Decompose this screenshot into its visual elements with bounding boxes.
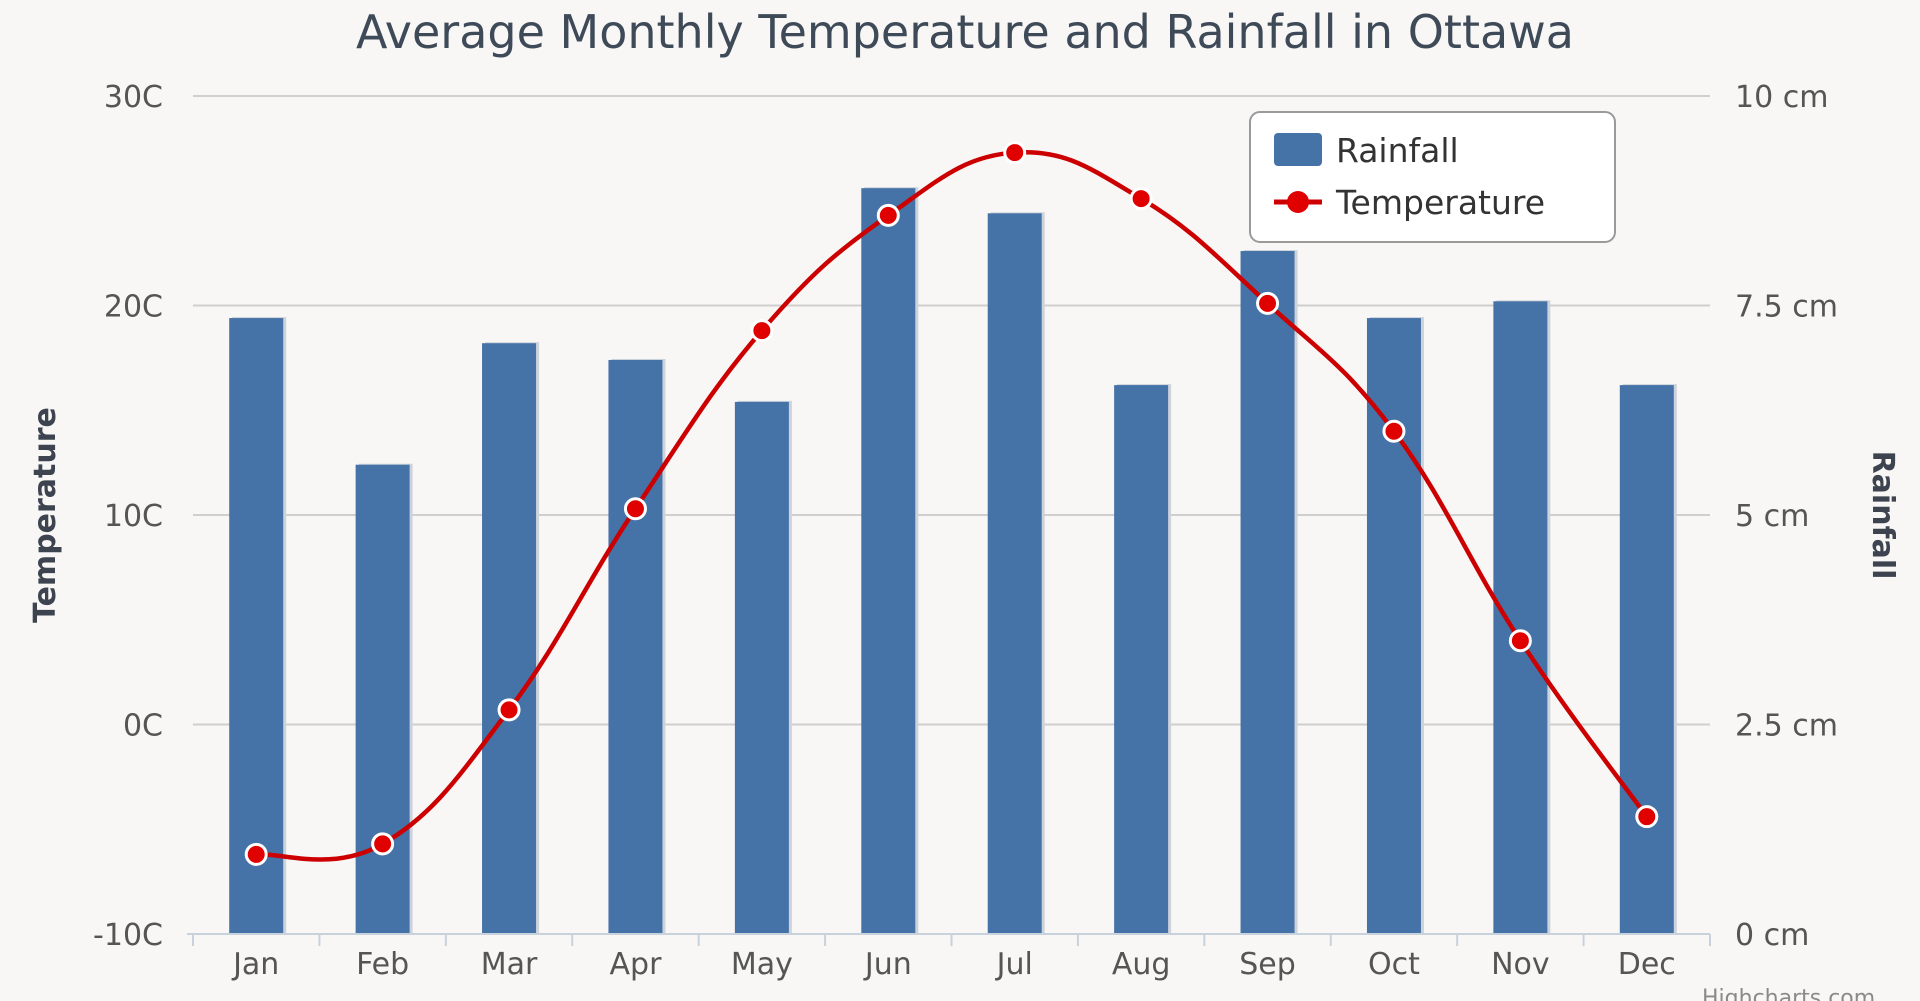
y-axis-right-tick-label: 7.5 cm bbox=[1735, 290, 1838, 325]
x-axis-tick-label: May bbox=[731, 947, 793, 982]
x-axis-tick-label: Apr bbox=[610, 947, 663, 982]
temperature-point bbox=[750, 319, 774, 343]
temperature-line bbox=[253, 149, 1650, 862]
y-axis-left-tick-label: 30C bbox=[104, 80, 163, 115]
legend: Rainfall Temperature bbox=[1249, 111, 1616, 243]
temperature-point bbox=[1129, 187, 1153, 211]
rainfall-bar bbox=[1493, 301, 1548, 934]
rainfall-bar bbox=[1240, 251, 1295, 934]
rainfall-bars bbox=[229, 187, 1677, 935]
rainfall-bar bbox=[1114, 385, 1169, 934]
temperature-point bbox=[1256, 291, 1280, 315]
legend-rainfall-label: Rainfall bbox=[1336, 131, 1459, 170]
temperature-series bbox=[244, 141, 1659, 866]
legend-temperature-label: Temperature bbox=[1335, 183, 1545, 222]
y-axis-right-title: Rainfall bbox=[1865, 451, 1900, 580]
temperature-point bbox=[1635, 805, 1659, 829]
temperature-point bbox=[1382, 419, 1406, 443]
rainfall-bar bbox=[355, 464, 410, 934]
rainfall-bar bbox=[1619, 385, 1674, 934]
x-axis-tick-label: Sep bbox=[1239, 947, 1296, 982]
temperature-point bbox=[1508, 629, 1532, 653]
legend-temperature-marker bbox=[1287, 191, 1309, 213]
y-axis-left-tick-label: 20C bbox=[104, 290, 163, 325]
temperature-point bbox=[1003, 141, 1027, 165]
temperature-point bbox=[244, 842, 268, 866]
rainfall-bar bbox=[608, 359, 663, 935]
temperature-point bbox=[623, 497, 647, 521]
y-axis-right-tick-label: 0 cm bbox=[1735, 918, 1809, 953]
y-axis-left-tick-label: 0C bbox=[123, 709, 163, 744]
y-axis-left-tick-label: 10C bbox=[104, 499, 163, 534]
x-axis-tick-label: Mar bbox=[481, 947, 538, 982]
rainfall-bar bbox=[482, 343, 537, 935]
temperature-point bbox=[876, 203, 900, 227]
rainfall-bar bbox=[734, 401, 789, 934]
legend-box bbox=[1249, 111, 1616, 243]
chart-title: Average Monthly Temperature and Rainfall… bbox=[356, 5, 1574, 59]
y-axis-left-ticks: -10C 0C 10C 20C 30C bbox=[93, 80, 163, 953]
x-axis-tick-label: Dec bbox=[1618, 947, 1676, 982]
x-axis-tick-label: Jan bbox=[231, 947, 279, 982]
y-axis-left-tick-label: -10C bbox=[93, 918, 163, 953]
x-axis-tick-label: Feb bbox=[356, 947, 409, 982]
y-axis-right-ticks: 0 cm 2.5 cm 5 cm 7.5 cm 10 cm bbox=[1735, 80, 1838, 953]
grid-lines bbox=[193, 95, 1710, 726]
y-axis-left-title: Temperature bbox=[28, 407, 63, 623]
temperature-point bbox=[371, 832, 395, 856]
y-axis-right-tick-label: 5 cm bbox=[1735, 499, 1809, 534]
chart-credit: Highcharts.com bbox=[1702, 986, 1875, 1001]
temperature-point bbox=[497, 698, 521, 722]
rainfall-bar bbox=[229, 318, 284, 934]
x-axis-tick-label: Aug bbox=[1112, 947, 1171, 982]
rainfall-bar bbox=[987, 213, 1042, 934]
x-axis-tick-label: Jun bbox=[863, 947, 912, 982]
y-axis-right-tick-label: 10 cm bbox=[1735, 80, 1828, 115]
x-axis-tick-label: Oct bbox=[1368, 947, 1420, 982]
y-axis-right-tick-label: 2.5 cm bbox=[1735, 709, 1838, 744]
x-axis-tick-label: Jul bbox=[995, 947, 1033, 982]
rainfall-bar bbox=[861, 188, 916, 934]
legend-rainfall-swatch bbox=[1274, 133, 1322, 166]
x-axis-tick-label: Nov bbox=[1491, 947, 1550, 982]
x-axis: Jan Feb Mar Apr May Jun Jul Aug Sep Oct Nov Dec bbox=[187, 933, 1711, 982]
